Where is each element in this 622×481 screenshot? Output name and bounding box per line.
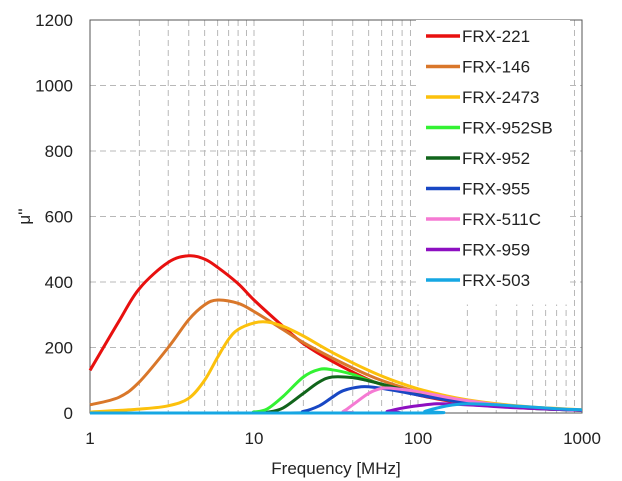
legend-label: FRX-955: [462, 180, 530, 199]
tick-label-layer: 0 200 400 600 800 1000 1200 1 10 100 1000: [35, 11, 601, 448]
series-layer: [88, 254, 583, 415]
legend: FRX-221 FRX-146 FRX-2473 FRX-952SB FRX-952 FR…: [416, 20, 570, 305]
y-tick-label: 200: [45, 339, 73, 358]
legend-label: FRX-146: [462, 58, 530, 77]
y-tick-label: 800: [45, 142, 73, 161]
x-tick-label: 10: [245, 429, 264, 448]
legend-label: FRX-2473: [462, 88, 539, 107]
x-axis-label: Frequency [MHz]: [271, 459, 400, 478]
legend-label: FRX-952SB: [462, 119, 553, 138]
y-tick-label: 600: [45, 208, 73, 227]
legend-label: FRX-959: [462, 241, 530, 260]
legend-label: FRX-511C: [462, 210, 541, 229]
legend-label: FRX-503: [462, 271, 530, 290]
x-tick-label: 1: [85, 429, 94, 448]
series-line-frx-503: [89, 402, 583, 415]
y-axis-label: μ'': [15, 208, 34, 224]
legend-label: FRX-221: [462, 27, 530, 46]
y-tick-label: 0: [64, 404, 73, 423]
x-tick-label: 100: [404, 429, 432, 448]
y-tick-label: 1000: [35, 77, 73, 96]
y-tick-label: 1200: [35, 11, 73, 30]
x-tick-label: 1000: [563, 429, 601, 448]
legend-label: FRX-952: [462, 149, 530, 168]
y-tick-label: 400: [45, 273, 73, 292]
